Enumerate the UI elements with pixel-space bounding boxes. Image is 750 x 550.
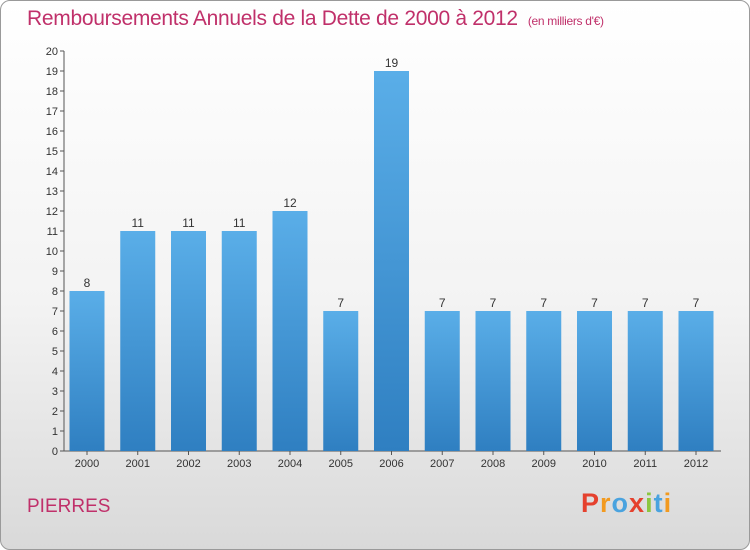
y-tick-label: 20	[46, 46, 58, 58]
y-tick-label: 3	[52, 386, 58, 398]
x-tick-label: 2004	[278, 458, 302, 470]
data-label: 7	[693, 296, 700, 310]
y-tick-label: 17	[46, 106, 58, 118]
bar	[272, 211, 308, 451]
y-tick-label: 10	[46, 246, 58, 258]
y-tick-label: 13	[46, 186, 58, 198]
x-tick-label: 2000	[75, 458, 99, 470]
y-tick-label: 5	[52, 346, 58, 358]
bar	[678, 311, 714, 451]
bar	[323, 311, 359, 451]
data-label: 7	[337, 296, 344, 310]
x-tick-label: 2011	[633, 458, 657, 470]
data-label: 7	[490, 296, 497, 310]
logo-letter: r	[600, 488, 612, 518]
data-label: 7	[540, 296, 547, 310]
data-label: 8	[84, 276, 91, 290]
y-tick-label: 0	[52, 446, 58, 458]
logo-letter: x	[629, 488, 646, 518]
data-label: 7	[439, 296, 446, 310]
bar	[120, 231, 156, 451]
x-tick-label: 2010	[582, 458, 606, 470]
logo-letter: i	[663, 488, 673, 518]
x-tick-label: 2012	[684, 458, 708, 470]
data-label: 19	[385, 56, 399, 70]
y-tick-label: 6	[52, 326, 58, 338]
y-tick-label: 18	[46, 86, 58, 98]
x-tick-label: 2002	[176, 458, 200, 470]
bar	[171, 231, 206, 451]
bar	[475, 311, 511, 451]
data-label: 12	[283, 196, 297, 210]
y-tick-label: 4	[52, 366, 58, 378]
proxiti-logo: Proxiti	[581, 488, 672, 519]
place-name: PIERRES	[27, 496, 111, 517]
logo-letter: t	[653, 488, 664, 518]
x-tick-label: 2007	[430, 458, 454, 470]
chart-title: Remboursements Annuels de la Dette de 20…	[27, 7, 604, 31]
bar	[221, 231, 257, 451]
data-label: 11	[132, 216, 145, 230]
bar	[526, 311, 562, 451]
y-tick-label: 8	[52, 286, 58, 298]
x-tick-label: 2003	[227, 458, 251, 470]
logo-letter: P	[581, 488, 601, 518]
y-tick-label: 11	[47, 226, 58, 238]
bar	[374, 71, 409, 451]
data-label: 7	[642, 296, 649, 310]
y-tick-label: 2	[52, 406, 58, 418]
bar	[69, 291, 105, 451]
x-tick-label: 2001	[126, 458, 150, 470]
data-label: 7	[591, 296, 598, 310]
bar	[627, 311, 663, 451]
y-tick-label: 9	[52, 266, 58, 278]
y-tick-label: 15	[46, 146, 58, 158]
bar	[424, 311, 460, 451]
logo-letter: i	[645, 488, 654, 518]
x-tick-label: 2009	[532, 458, 556, 470]
chart-title-text: Remboursements Annuels de la Dette de 20…	[27, 7, 518, 30]
x-tick-label: 2006	[379, 458, 403, 470]
data-label: 11	[182, 216, 195, 230]
y-tick-label: 19	[46, 66, 58, 78]
chart-subtitle: (en milliers d'€)	[527, 14, 604, 28]
bar	[577, 311, 612, 451]
y-tick-label: 7	[52, 306, 58, 318]
y-tick-label: 12	[46, 206, 58, 218]
data-label: 11	[233, 216, 246, 230]
x-tick-label: 2005	[329, 458, 353, 470]
y-tick-label: 14	[46, 166, 58, 178]
x-tick-label: 2008	[481, 458, 505, 470]
logo-letter: o	[611, 488, 630, 518]
y-tick-label: 16	[46, 126, 58, 138]
y-tick-label: 1	[52, 426, 58, 438]
